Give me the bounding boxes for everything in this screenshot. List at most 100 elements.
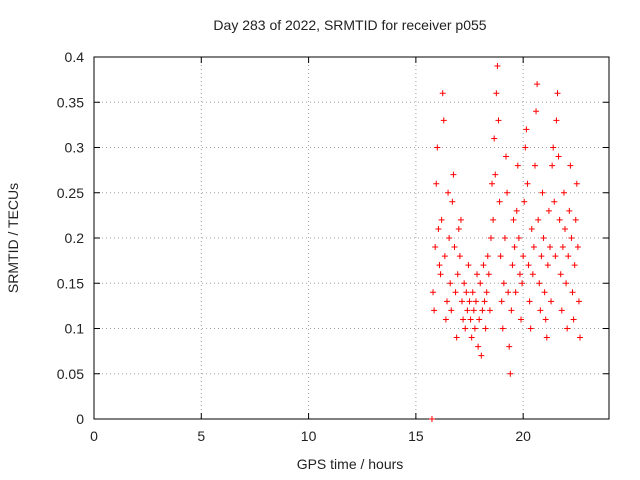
data-point — [486, 307, 493, 314]
data-point — [516, 271, 523, 278]
data-point — [494, 63, 501, 70]
data-point — [562, 225, 569, 232]
data-point — [465, 262, 472, 269]
data-point — [440, 117, 447, 124]
data-point — [563, 280, 570, 287]
data-point — [511, 244, 518, 251]
data-point — [460, 316, 467, 323]
x-tick-label: 15 — [408, 428, 424, 444]
data-point — [496, 198, 503, 205]
data-point — [498, 298, 505, 305]
y-tick-label: 0.25 — [57, 185, 84, 201]
y-tick-label: 0.05 — [57, 366, 84, 382]
data-point — [520, 253, 527, 260]
data-point — [560, 189, 567, 196]
x-tick-label: 5 — [197, 428, 205, 444]
data-point — [467, 316, 474, 323]
data-point — [508, 307, 515, 314]
data-point — [528, 225, 535, 232]
data-point — [446, 235, 453, 241]
data-point — [534, 81, 541, 88]
data-point — [452, 289, 459, 296]
data-point — [500, 280, 507, 287]
data-point — [441, 253, 448, 260]
data-point — [453, 334, 460, 341]
data-point — [541, 289, 548, 296]
data-point — [571, 262, 578, 269]
data-point — [565, 253, 572, 260]
data-point — [574, 244, 581, 251]
data-point — [545, 207, 552, 214]
data-point — [435, 225, 442, 232]
x-axis-label: GPS time / hours — [297, 456, 404, 472]
data-point — [546, 244, 553, 251]
y-tick-label: 0.15 — [57, 275, 84, 291]
y-tick-label: 0 — [76, 411, 84, 427]
data-point — [518, 316, 525, 323]
x-tick-labels: 0 5 10 15 20 — [90, 428, 531, 444]
data-point — [514, 162, 521, 169]
data-point — [490, 216, 497, 223]
data-point — [509, 262, 516, 269]
data-point — [430, 289, 437, 296]
data-point — [478, 352, 485, 359]
data-point — [568, 235, 575, 241]
data-point — [572, 216, 579, 223]
data-point — [501, 235, 508, 241]
y-axis-label: SRMTID / TECUs — [5, 183, 21, 293]
data-point — [513, 207, 520, 214]
data-point — [456, 253, 463, 260]
data-point — [481, 298, 488, 305]
data-point — [489, 180, 496, 187]
chart-title: Day 283 of 2022, SRMTID for receiver p05… — [213, 17, 486, 33]
data-point — [522, 144, 529, 151]
data-point — [537, 307, 544, 314]
data-point — [573, 180, 580, 187]
data-point — [521, 198, 528, 205]
data-point — [457, 216, 464, 223]
data-point — [485, 271, 492, 278]
y-tick-label: 0.35 — [57, 94, 84, 110]
data-point — [474, 271, 481, 278]
data-point — [544, 262, 551, 269]
data-point — [557, 271, 564, 278]
data-point — [549, 162, 556, 169]
data-point — [463, 289, 470, 296]
data-point — [559, 244, 566, 251]
data-point — [493, 90, 500, 97]
data-point — [542, 316, 549, 323]
data-point — [468, 334, 475, 341]
data-point — [499, 325, 506, 332]
data-point — [437, 271, 444, 278]
y-tick-label: 0.2 — [65, 230, 85, 246]
data-point — [504, 189, 511, 196]
data-point — [449, 198, 456, 205]
data-point — [476, 316, 483, 323]
data-point — [507, 370, 514, 377]
data-point — [577, 334, 584, 341]
data-point — [564, 325, 571, 332]
data-point — [533, 108, 540, 115]
data-point — [525, 262, 532, 269]
data-point — [497, 253, 504, 260]
data-point — [567, 162, 574, 169]
data-point — [524, 180, 531, 187]
data-point — [448, 307, 455, 314]
data-point — [569, 289, 576, 296]
data-point — [527, 325, 534, 332]
data-point — [510, 216, 517, 223]
x-tick-label: 10 — [301, 428, 317, 444]
data-point — [539, 189, 546, 196]
data-point — [526, 298, 533, 305]
x-tick-label: 0 — [90, 428, 98, 444]
data-point — [442, 316, 449, 323]
data-point — [550, 144, 557, 151]
data-point — [480, 262, 487, 269]
data-point — [477, 280, 484, 287]
data-point — [538, 253, 545, 260]
y-tick-label: 0.3 — [65, 140, 85, 156]
data-point — [483, 289, 490, 296]
data-point — [530, 244, 537, 251]
data-point — [543, 334, 550, 341]
data-point — [535, 216, 542, 223]
